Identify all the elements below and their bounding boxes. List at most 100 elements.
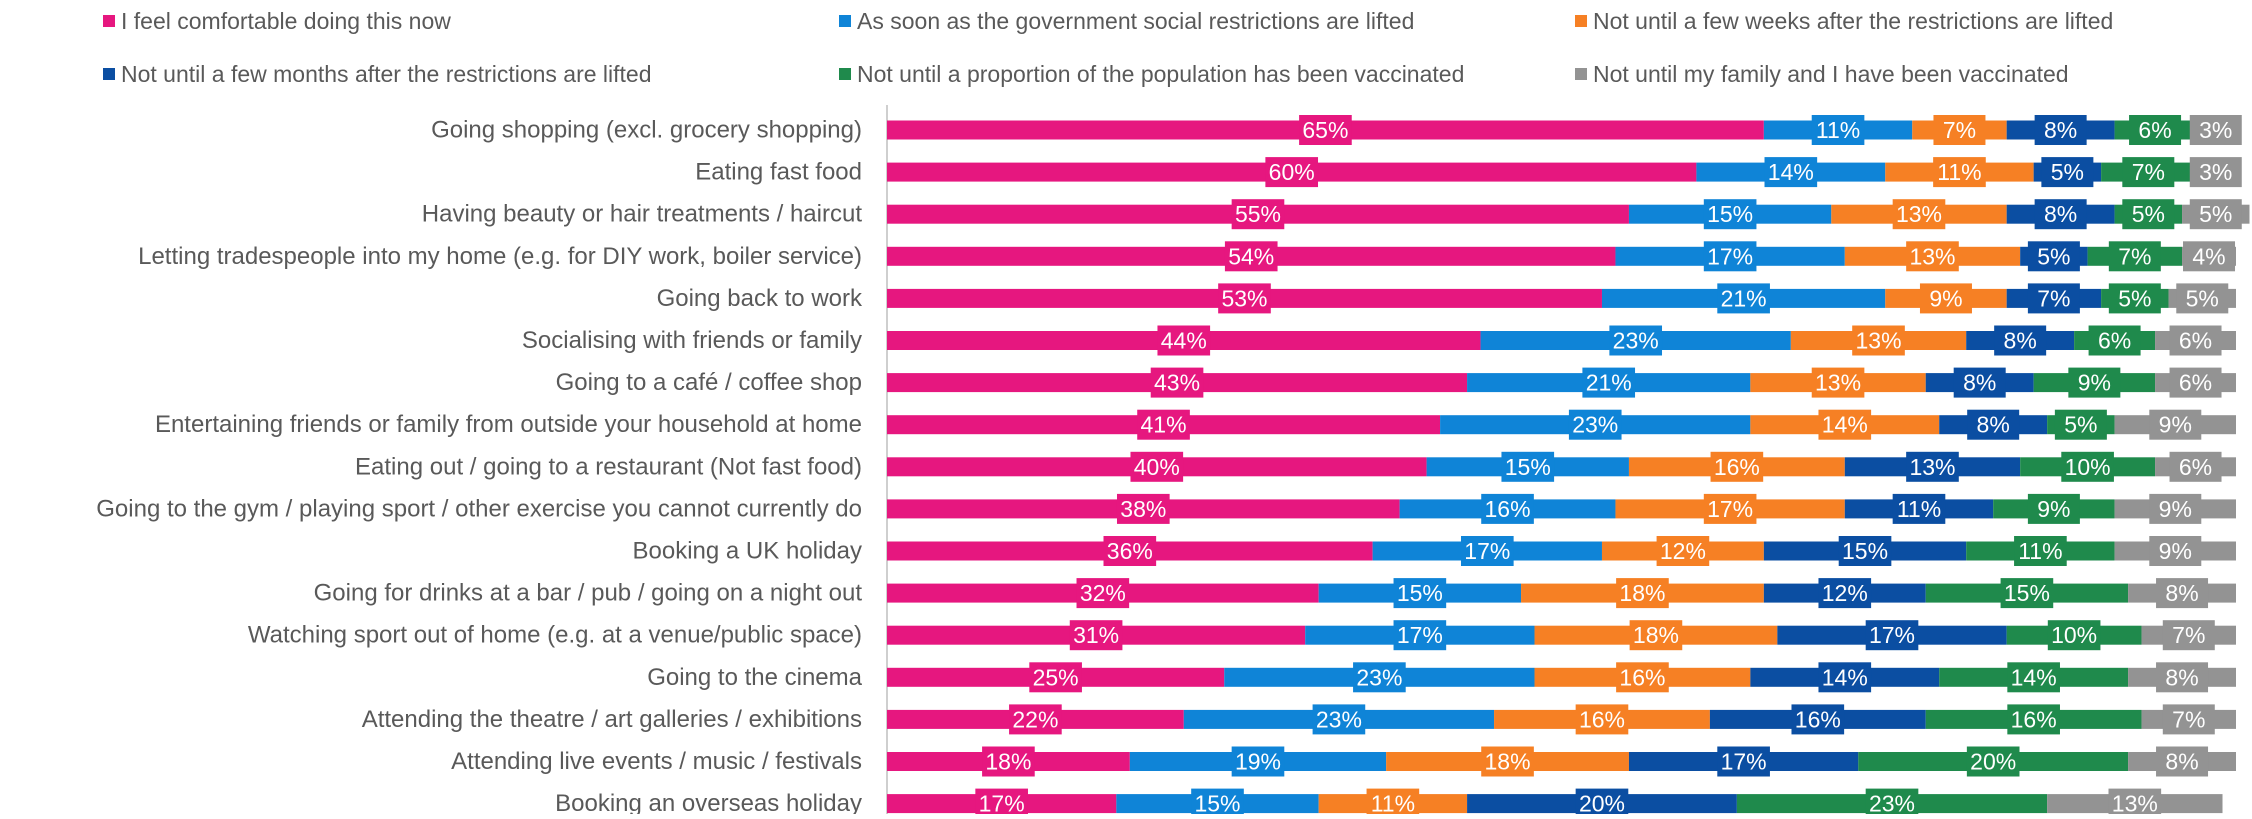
data-label-box: [2169, 325, 2222, 356]
data-label-box: [1616, 578, 1669, 609]
data-label: 8%: [2044, 117, 2077, 143]
data-label-box: [1717, 283, 1770, 314]
data-label: 3%: [2199, 159, 2232, 185]
data-label-box: [2027, 283, 2080, 314]
data-label: 6%: [2179, 454, 2212, 480]
data-label: 31%: [1073, 622, 1119, 648]
data-label-box: [1116, 493, 1170, 524]
data-label-box: [1481, 746, 1534, 777]
bar-row: Booking a UK holiday 36% 17% 12% 15% 11% 9%: [633, 536, 2236, 566]
category-label: Going shopping (excl. grocery shopping): [431, 117, 862, 144]
data-label-box: [1953, 367, 2006, 398]
data-label-box: [1231, 746, 1285, 777]
bar-row: Going back to work 53% 21% 9% 7% 5% 5%: [657, 283, 2236, 314]
category-label: Going to the gym / playing sport / other…: [96, 495, 862, 522]
data-label-box: [1703, 199, 1757, 230]
data-label-box: [1609, 325, 1663, 356]
data-label-box: [1130, 451, 1184, 482]
data-label: 7%: [2118, 243, 2151, 269]
data-label-box: [2156, 746, 2209, 777]
data-label-box: [2027, 493, 2080, 524]
legend-item: Not until a few weeks after the restrict…: [1575, 8, 2113, 34]
legend-item: Not until a few months after the restric…: [103, 61, 652, 87]
data-label: 15%: [1707, 201, 1753, 227]
bar-row: Socialising with friends or family 44% 23%…: [522, 325, 2236, 356]
data-label: 5%: [2186, 285, 2219, 311]
data-label-box: [2041, 157, 2094, 188]
data-label-box: [1218, 283, 1271, 314]
category-label: Watching sport out of home (e.g. at a ve…: [248, 622, 862, 649]
legend-label: Not until my family and I have been vacc…: [1593, 61, 2069, 87]
data-label: 9%: [2159, 496, 2192, 522]
bar-row: Going for drinks at a bar / pub / going …: [314, 578, 2236, 609]
data-label: 23%: [1869, 791, 1915, 814]
data-label-box: [1919, 283, 1972, 314]
data-label-box: [1224, 241, 1278, 272]
category-label: Booking an overseas holiday: [555, 790, 862, 814]
category-label: Having beauty or hair treatments / hairc…: [422, 201, 863, 228]
data-label-box: [2122, 199, 2175, 230]
data-label: 12%: [1660, 538, 1706, 564]
bar-row: Going to the gym / playing sport / other…: [96, 493, 2236, 524]
data-label: 5%: [2051, 159, 2084, 185]
data-label: 41%: [1141, 412, 1187, 438]
data-label: 13%: [2112, 791, 2158, 814]
data-label: 13%: [1815, 370, 1861, 396]
data-label: 16%: [1795, 706, 1841, 732]
data-label-box: [1818, 662, 1872, 693]
data-label-box: [1481, 493, 1534, 524]
category-label: Attending the theatre / art galleries / …: [362, 706, 862, 733]
data-label-box: [1933, 115, 1986, 145]
data-label-box: [1582, 367, 1636, 398]
data-label: 8%: [2165, 580, 2198, 606]
data-label-box: [2169, 451, 2222, 482]
data-label: 6%: [2179, 370, 2212, 396]
data-label-box: [2007, 704, 2060, 735]
data-label-box: [2183, 241, 2236, 272]
category-label: Eating out / going to a restaurant (Not …: [355, 453, 862, 480]
data-label: 17%: [1707, 496, 1753, 522]
data-label-box: [1629, 620, 1683, 651]
data-label-box: [1656, 536, 1710, 566]
data-label-box: [2000, 578, 2054, 609]
bar-row: Going to a café / coffee shop 43% 21% 13% 8%…: [556, 367, 2236, 398]
data-label-box: [1299, 115, 1352, 145]
data-label: 4%: [2192, 243, 2225, 269]
data-label-box: [1967, 409, 2020, 440]
data-label-box: [2149, 536, 2202, 566]
data-label-box: [1393, 578, 1447, 609]
data-label: 53%: [1221, 285, 1267, 311]
data-label-box: [2108, 283, 2161, 314]
data-label: 18%: [1619, 580, 1665, 606]
data-label-box: [2176, 283, 2229, 314]
data-label: 5%: [2118, 285, 2151, 311]
data-label: 7%: [2172, 622, 2205, 648]
data-label-box: [2162, 704, 2215, 735]
data-label: 17%: [1869, 622, 1915, 648]
data-label: 8%: [2165, 664, 2198, 690]
data-label: 6%: [2098, 328, 2131, 354]
data-label-box: [2027, 241, 2080, 272]
legend-label: Not until a few months after the restric…: [121, 61, 652, 87]
bar-row: Watching sport out of home (e.g. at a ve…: [248, 620, 2236, 651]
legend-label: As soon as the government social restric…: [857, 8, 1414, 34]
bar-row: Going to the cinema 25% 23% 16% 14% 14% 8%: [647, 662, 2236, 693]
data-label: 8%: [2004, 328, 2037, 354]
data-label-box: [1616, 662, 1669, 693]
legend-swatch: [103, 15, 115, 27]
data-label: 14%: [1768, 159, 1814, 185]
data-label-box: [2054, 409, 2107, 440]
data-label: 13%: [1896, 201, 1942, 227]
data-label: 9%: [1929, 285, 1962, 311]
data-label-box: [1933, 157, 1986, 188]
data-label: 13%: [1909, 454, 1955, 480]
data-label-box: [1501, 451, 1555, 482]
data-label: 12%: [1822, 580, 1868, 606]
data-label: 16%: [2011, 706, 2057, 732]
data-label: 3%: [2199, 117, 2232, 143]
data-label-box: [1966, 746, 2020, 777]
data-label: 17%: [979, 791, 1025, 814]
category-label: Going back to work: [657, 285, 863, 312]
data-label: 9%: [2078, 370, 2111, 396]
